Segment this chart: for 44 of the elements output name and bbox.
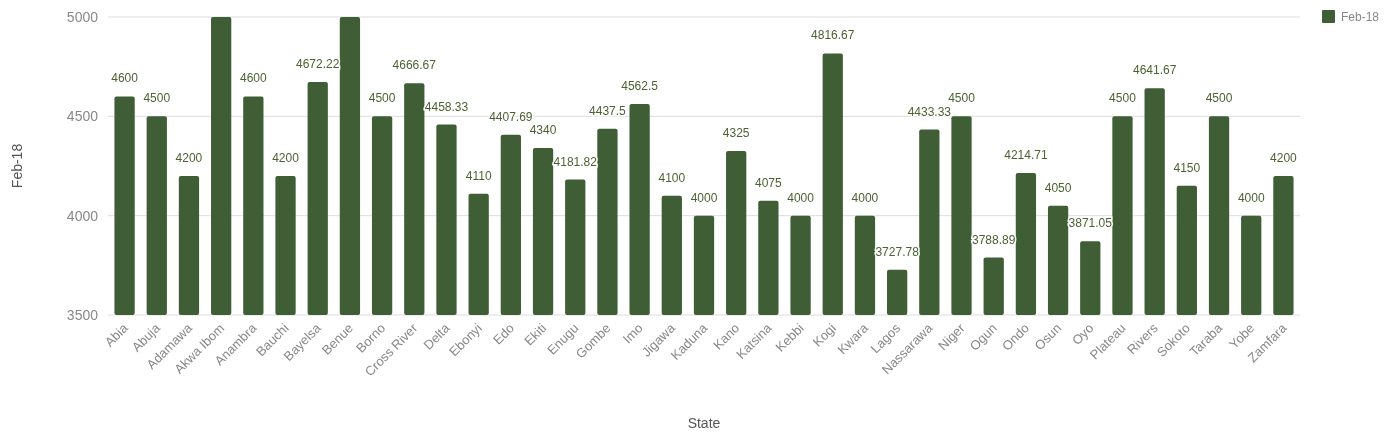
data-label: 4200	[175, 150, 203, 165]
data-label: 4562.5	[621, 78, 659, 93]
data-label: 3871.05	[1068, 216, 1113, 231]
data-label: 4641.67	[1132, 63, 1177, 78]
data-label: 4214.71	[1004, 148, 1048, 163]
data-label: 4200	[272, 150, 300, 165]
data-label: 3788.89	[972, 232, 1016, 247]
data-label: 4816.67	[811, 28, 855, 43]
x-tick-label: Imo	[619, 320, 646, 347]
data-label: 4500	[1205, 91, 1233, 106]
data-label: 4600	[111, 71, 139, 86]
data-label: 3727.78	[875, 244, 920, 259]
x-axis-title: State	[687, 415, 721, 431]
y-tick-label: 4500	[66, 108, 99, 125]
data-label: 4500	[368, 91, 396, 106]
data-label: 4500	[143, 91, 171, 106]
data-label: 4110	[465, 168, 492, 183]
data-label: 4433.33	[907, 104, 952, 119]
data-label: 4000	[851, 190, 879, 205]
y-tick-label: 5000	[66, 8, 99, 25]
legend-label: Feb-18	[1341, 9, 1380, 24]
data-label: 4407.69	[489, 109, 533, 124]
data-label: 4050	[1044, 180, 1072, 195]
data-label: 4000	[1237, 190, 1265, 205]
data-label: 4600	[239, 71, 268, 86]
y-axis-title: Feb-18	[9, 143, 25, 189]
data-label: 4200	[1270, 150, 1298, 165]
data-label: 4666.67	[392, 58, 437, 73]
data-label: 4458.33	[424, 99, 469, 114]
y-tick-label: 3500	[66, 306, 99, 323]
y-tick-label: 4000	[66, 207, 99, 224]
data-label: 4500	[1109, 91, 1137, 106]
x-tick-label: Edo	[490, 320, 517, 348]
data-label: 4075	[755, 175, 783, 190]
data-label: 4000	[690, 190, 718, 205]
data-label: 4100	[658, 170, 686, 185]
data-label: 4340	[529, 123, 557, 138]
data-label: 4672.22	[296, 57, 340, 72]
data-label: 4181.82	[553, 154, 598, 169]
data-label: 4325	[722, 126, 750, 141]
data-label: 4500	[948, 91, 976, 106]
data-label: 4150	[1173, 160, 1201, 175]
data-label: 4437.5	[589, 103, 627, 118]
data-label: 4000	[787, 190, 815, 205]
